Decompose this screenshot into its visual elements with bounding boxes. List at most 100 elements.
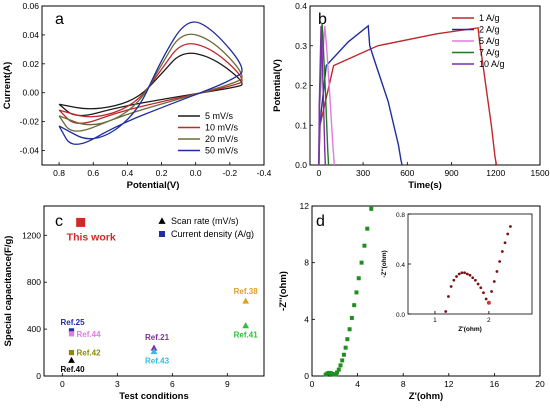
a-y-tick-label: -0.02 (20, 117, 40, 127)
d-data-point (345, 337, 350, 342)
a-legend-label: 10 mV/s (205, 123, 239, 133)
d-inset-data-point (503, 241, 507, 245)
d-x-axis-label: Z'(ohm) (409, 391, 443, 402)
a-x-tick-label: -0.2 (223, 168, 238, 178)
b-x-tick-label: 1500 (531, 168, 550, 178)
d-inset-data-point (482, 291, 485, 295)
d-data-point (365, 226, 370, 231)
d-data-point (335, 370, 340, 375)
c-y-axis-label: Special capacitance(F/g) (3, 236, 14, 347)
b-x-tick-label: 900 (444, 168, 458, 178)
c-point-label: Ref.41 (234, 331, 259, 340)
d-y-axis-label: -Z''(ohm) (278, 271, 289, 311)
b-x-tick-label: 600 (400, 168, 414, 178)
d-inset-data-point (509, 225, 512, 228)
d-data-point (349, 315, 354, 320)
panel-c: c 0 3 6 9 0 400 800 1200 Test conditions Special … (3, 205, 265, 402)
c-x-tick-label: 6 (170, 379, 175, 389)
d-inset-x-axis-label: Z'(ohm) (458, 326, 482, 333)
c-point-label: Ref.40 (61, 365, 86, 374)
b-series-line (318, 27, 498, 166)
d-data-point (369, 206, 374, 211)
d-inset-data-point (486, 300, 491, 305)
d-inset-background (408, 214, 532, 314)
b-x-axis-label: Time(s) (408, 180, 442, 191)
d-y-tick-label: 0 (304, 371, 309, 381)
a-plot-frame (41, 5, 265, 166)
c-y-tick-label: 1200 (22, 230, 41, 240)
d-inset-data-point (463, 271, 467, 275)
d-inset-y-axis-label: -Z''(ohm) (381, 250, 388, 277)
d-inset-data-point (484, 297, 488, 301)
c-legend-label: Scan rate (mV/s) (171, 216, 239, 226)
d-plot-frame (311, 205, 541, 377)
a-series-line (58, 43, 243, 124)
d-inset-y-tick-label: 0.8 (396, 212, 405, 219)
a-series-line (58, 21, 243, 145)
panel-b: b 0 300 600 900 1200 1500 0.0 0.1 0.2 0.3 0.4 Time(… (272, 1, 550, 191)
c-data-point (68, 328, 75, 334)
panel-a: a 0.8 0.6 0.4 0.2 0.0 -0.2 -0.4 -0.04 -0.02 0.00 0… (2, 1, 272, 191)
b-series-line (318, 25, 327, 166)
d-inset-data-point (476, 282, 480, 286)
d-inset-x-tick-label: 2 (487, 317, 491, 324)
c-point-label: Ref.21 (145, 333, 170, 342)
b-y-tick-label: 0.1 (295, 120, 307, 130)
b-y-tick-label: 0.2 (295, 81, 307, 91)
a-x-tick-label: 0.8 (53, 168, 65, 178)
d-inset-data-point (457, 272, 461, 276)
a-x-axis-label: Potential(V) (127, 180, 180, 191)
d-inset-data-point (471, 276, 475, 280)
b-x-tick-label: 300 (356, 168, 370, 178)
d-data-point (359, 260, 364, 265)
c-plot-frame (43, 205, 265, 377)
c-y-tick-label: 800 (27, 277, 41, 287)
d-inset-data-point (444, 310, 448, 313)
panel-label-c: c (55, 213, 63, 230)
d-x-tick-label: 4 (355, 379, 360, 389)
b-legend-label: 2 A/g (479, 25, 500, 35)
d-data-point (354, 290, 359, 295)
c-data-point (150, 347, 158, 355)
c-point-label: This work (67, 231, 116, 243)
c-data-point (150, 344, 158, 351)
c-x-tick-label: 9 (225, 379, 230, 389)
b-legend-label: 5 A/g (479, 36, 500, 46)
d-data-point (340, 358, 345, 363)
d-inset-y-tick-label: 0.4 (396, 262, 405, 269)
b-legend-label: 1 A/g (479, 13, 500, 23)
d-x-tick-label: 16 (490, 379, 500, 389)
d-data-point (352, 303, 357, 308)
b-y-tick-label: 0.0 (295, 160, 307, 170)
a-legend-label: 50 mV/s (205, 146, 239, 156)
d-x-tick-label: 12 (444, 379, 454, 389)
a-y-axis-label: Current(A) (2, 62, 13, 110)
c-x-axis-label: Test conditions (119, 391, 189, 402)
c-point-label: Ref.42 (77, 349, 102, 358)
d-inset-data-point (460, 271, 464, 275)
d-inset-data-point (449, 285, 453, 288)
d-data-point (362, 243, 367, 248)
d-inset-data-point (500, 250, 504, 253)
c-data-point (68, 331, 75, 337)
a-legend-label: 5 mV/s (205, 111, 234, 121)
d-data-point (341, 352, 346, 357)
c-data-point (242, 322, 250, 329)
b-legend-label: 7 A/g (479, 48, 500, 58)
c-point-label: Ref.44 (77, 330, 102, 339)
c-legend-marker (159, 231, 165, 237)
c-x-tick-label: 3 (115, 379, 120, 389)
b-series-line (318, 24, 403, 166)
c-x-tick-label: 0 (60, 379, 65, 389)
d-x-tick-label: 0 (310, 379, 315, 389)
d-inset-data-point (465, 272, 469, 276)
a-x-tick-label: 0.4 (121, 168, 133, 178)
a-series-line (58, 33, 243, 132)
c-y-tick-label: 400 (27, 324, 41, 334)
d-data-point (356, 276, 361, 281)
d-data-point (347, 327, 352, 332)
d-inset-data-point (447, 295, 450, 298)
b-legend-label: 10 A/g (479, 59, 505, 69)
a-x-tick-label: 0.6 (87, 168, 99, 178)
